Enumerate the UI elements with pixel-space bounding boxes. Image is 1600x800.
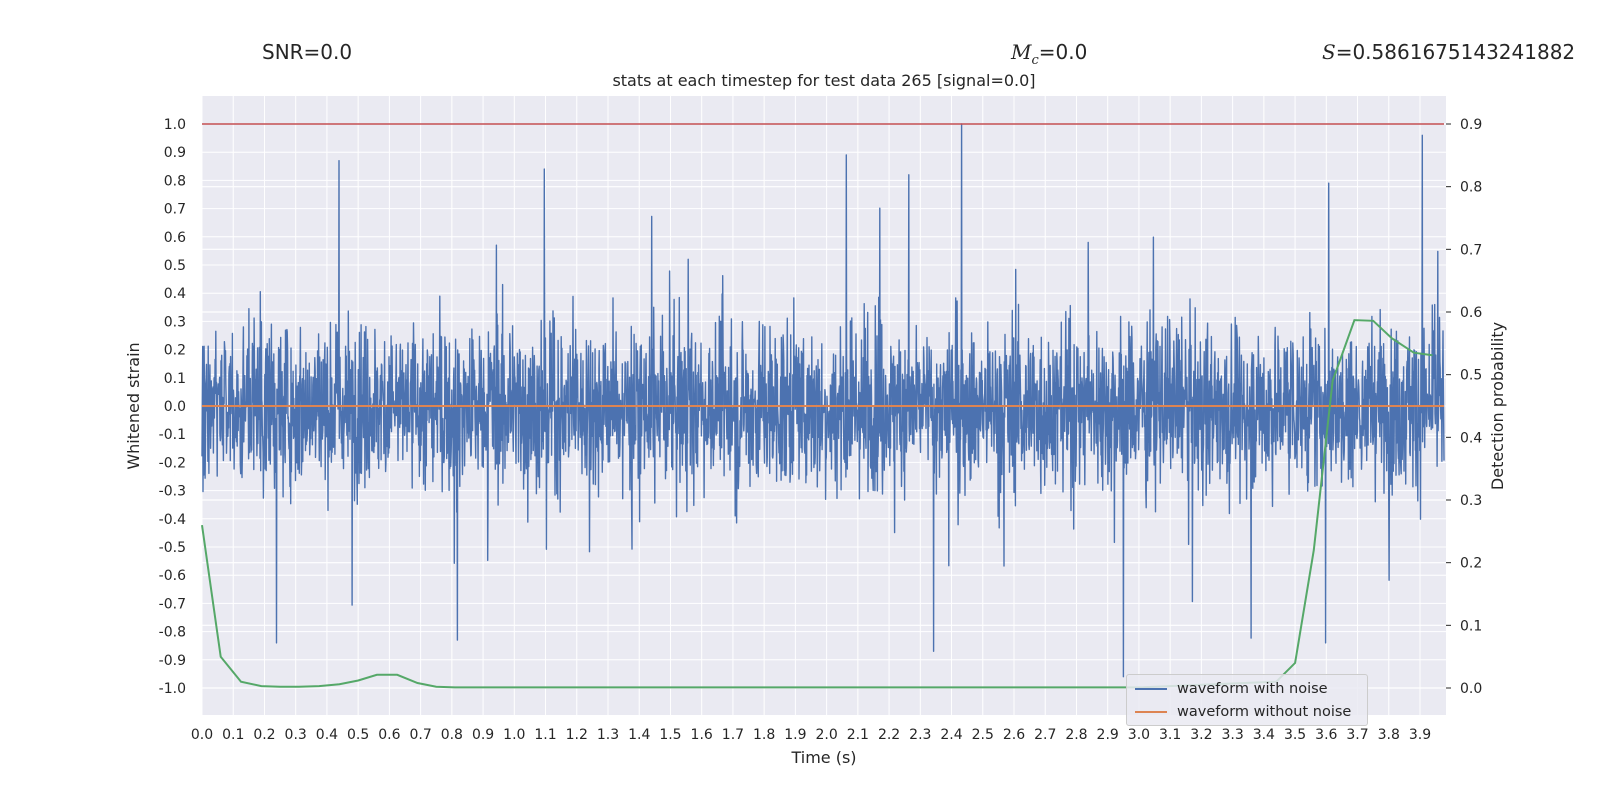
x-tick-label: 3.4 [1253,727,1275,743]
x-tick-label: 1.7 [722,727,744,743]
x-tick-label: 3.3 [1221,727,1243,743]
x-tick-label: 1.0 [503,727,525,743]
x-tick-label: 3.7 [1346,727,1368,743]
x-tick-label: 0.9 [472,727,494,743]
x-tick-label: 3.1 [1159,727,1181,743]
y-left-tick-label: -0.3 [159,484,186,500]
y-left-tick-label: -1.0 [159,681,186,697]
y-left-tick-label: 0.8 [164,173,186,189]
axis-ticks: 0.0 0.1 0.2 0.3 0.4 0.5 0.6 0.7 0.8 0.9 1.0 1.1 1.2 1… [159,117,1483,743]
detection-probability-line [201,319,1433,689]
y-left-tick-label: -0.1 [159,427,186,443]
y-left-tick-label: -0.9 [159,653,186,669]
x-tick-label: 0.8 [441,727,463,743]
x-tick-label: 3.6 [1315,727,1337,743]
x-tick-label: 2.2 [878,727,900,743]
chart-title: stats at each timestep for test data 265… [612,71,1036,90]
y-right-tick-label: 0.8 [1460,180,1482,196]
y-left-tick-label: 0.3 [164,314,186,330]
y-left-tick-label: 0.4 [164,286,186,302]
y-left-tick-label: 1.0 [164,117,186,133]
x-tick-label: 1.2 [566,727,588,743]
x-tick-label: 2.4 [940,727,962,743]
chirp-mass-symbol: M [1011,40,1032,64]
x-tick-label: 1.4 [628,727,650,743]
x-tick-label: 0.7 [409,727,431,743]
x-tick-label: 3.2 [1190,727,1212,743]
y-right-tick-label: 0.7 [1460,242,1482,258]
y-left-tick-label: 0.5 [164,258,186,274]
legend-item-clean: waveform without noise [1135,701,1351,723]
y-axis-left-label: Whitened strain [124,342,143,469]
y-left-tick-label: 0.2 [164,343,186,359]
x-tick-label: 0.4 [316,727,338,743]
legend-label-noise: waveform with noise [1177,681,1328,697]
waveform-with-noise-line [201,123,1445,678]
y-right-tick-label: 0.2 [1460,556,1482,572]
x-tick-label: 2.3 [909,727,931,743]
y-right-tick-label: 0.6 [1460,305,1482,321]
y-left-tick-label: -0.5 [159,540,186,556]
y-right-tick-label: 0.1 [1460,618,1482,634]
snr-label: SNR=0.0 [262,40,353,64]
series-waveform-with-noise [201,123,1445,678]
legend-item-noise: waveform with noise [1135,678,1328,700]
y-left-tick-label: 0.6 [164,230,186,246]
y-left-tick-label: -0.7 [159,596,186,612]
y-right-tick-label: 0.9 [1460,117,1482,133]
x-tick-label: 3.5 [1284,727,1306,743]
x-tick-label: 1.5 [659,727,681,743]
x-tick-label: 1.9 [784,727,806,743]
y-axis-right-label: Detection probability [1488,322,1507,490]
score-value: =0.5861675143241882 [1335,40,1576,64]
x-tick-label: 2.7 [1034,727,1056,743]
y-left-tick-label: 0.7 [164,202,186,218]
y-left-tick-label: -0.4 [159,512,186,528]
x-tick-label: 0.2 [253,727,275,743]
x-tick-label: 2.0 [815,727,837,743]
x-axis-label: Time (s) [790,748,856,767]
y-left-tick-label: 0.9 [164,145,186,161]
x-tick-label: 2.1 [847,727,869,743]
x-tick-label: 0.5 [347,727,369,743]
x-tick-label: 1.3 [597,727,619,743]
y-left-tick-label: 0.1 [164,371,186,387]
x-tick-label: 2.9 [1097,727,1119,743]
legend-swatch-clean [1135,711,1167,713]
y-right-tick-label: 0.0 [1460,681,1482,697]
y-right-tick-label: 0.3 [1460,493,1482,509]
y-right-tick-label: 0.5 [1460,368,1482,384]
y-left-tick-label: -0.6 [159,568,186,584]
y-left-tick-label: 0.0 [164,399,186,415]
x-tick-label: 3.9 [1409,727,1431,743]
x-tick-label: 0.0 [191,727,213,743]
legend-swatch-noise [1135,688,1167,690]
score-label: S=0.5861675143241882 [1322,40,1575,64]
x-tick-label: 3.8 [1378,727,1400,743]
x-tick-label: 0.1 [222,727,244,743]
score-symbol: S [1322,40,1336,64]
x-tick-label: 2.8 [1065,727,1087,743]
chirp-mass-value: =0.0 [1038,40,1088,64]
x-tick-label: 0.6 [378,727,400,743]
x-tick-label: 3.0 [1128,727,1150,743]
chirp-mass-subscript: c [1031,53,1039,68]
x-tick-label: 1.1 [534,727,556,743]
x-tick-label: 2.6 [1003,727,1025,743]
y-right-tick-label: 0.4 [1460,430,1482,446]
chirp-mass-label: Mc=0.0 [1011,40,1087,68]
x-tick-label: 1.6 [691,727,713,743]
series-lines [201,123,1444,689]
x-tick-label: 1.8 [753,727,775,743]
legend: waveform with noise waveform without noi… [1126,674,1368,726]
y-left-tick-label: -0.2 [159,455,186,471]
legend-label-clean: waveform without noise [1177,704,1352,720]
y-left-tick-label: -0.8 [159,625,186,641]
x-tick-label: 0.3 [285,727,307,743]
x-tick-label: 2.5 [972,727,994,743]
